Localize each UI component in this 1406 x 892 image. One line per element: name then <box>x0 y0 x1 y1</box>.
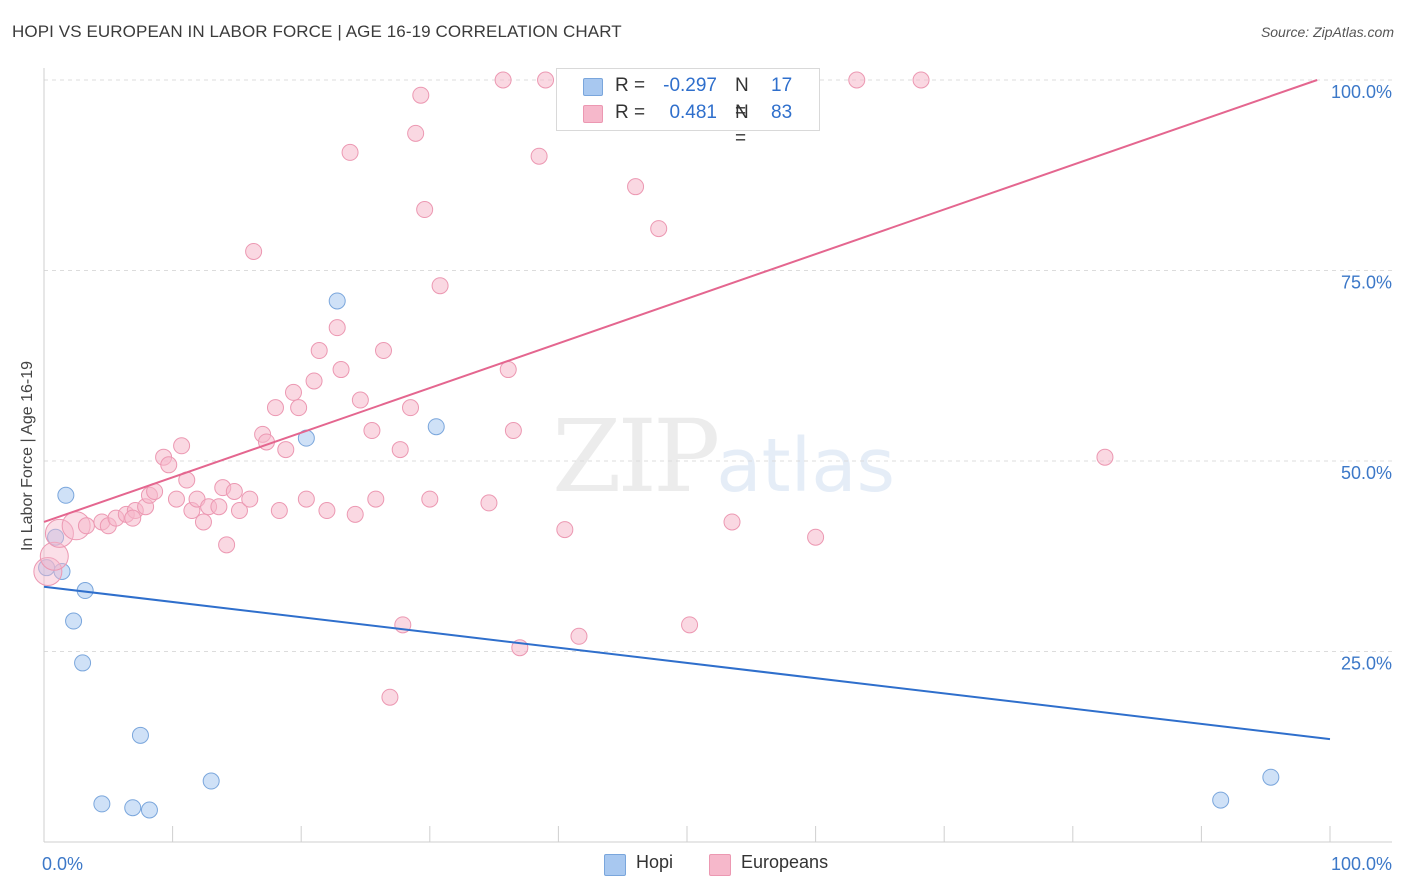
point-europeans <box>290 399 308 417</box>
point-europeans <box>284 383 302 401</box>
chart-title: HOPI VS EUROPEAN IN LABOR FORCE | AGE 16… <box>12 22 622 41</box>
point-europeans <box>848 71 866 89</box>
point-europeans <box>367 490 385 508</box>
point-europeans <box>499 361 517 379</box>
point-europeans <box>33 556 63 586</box>
point-europeans <box>241 490 259 508</box>
point-europeans <box>310 342 328 360</box>
point-europeans <box>912 71 930 89</box>
point-europeans <box>266 399 284 417</box>
point-europeans <box>381 688 399 706</box>
point-europeans <box>363 422 381 440</box>
point-europeans <box>723 513 741 531</box>
point-europeans <box>627 178 645 196</box>
point-europeans <box>194 513 212 531</box>
legend-swatch-europeans <box>709 854 731 876</box>
point-europeans <box>556 521 574 539</box>
point-hopi <box>328 292 346 310</box>
point-europeans <box>480 494 498 512</box>
point-europeans <box>421 490 439 508</box>
x-tick-label: 0.0% <box>42 854 83 874</box>
point-europeans <box>351 391 369 409</box>
point-europeans <box>225 482 243 500</box>
point-hopi <box>93 795 111 813</box>
point-europeans <box>570 627 588 645</box>
y-tick-label: 100.0% <box>1331 82 1392 102</box>
legend-label-hopi: Hopi <box>636 852 674 872</box>
stats-swatch-europeans <box>583 105 603 123</box>
point-hopi <box>1262 768 1280 786</box>
point-europeans <box>245 242 263 260</box>
legend-swatch-hopi <box>604 854 626 876</box>
n-value-hopi: 17 <box>771 75 793 96</box>
point-europeans <box>39 541 69 571</box>
point-europeans <box>328 319 346 337</box>
point-europeans <box>218 536 236 554</box>
point-europeans <box>391 441 409 459</box>
trend-line-europeans <box>43 79 1318 523</box>
point-europeans <box>407 124 425 142</box>
point-europeans <box>173 437 191 455</box>
point-europeans <box>167 490 185 508</box>
point-europeans <box>537 71 555 89</box>
trend-line-hopi <box>43 585 1331 741</box>
point-europeans <box>332 361 350 379</box>
point-europeans <box>650 220 668 238</box>
r-label: R = <box>615 75 646 96</box>
point-europeans <box>318 502 336 520</box>
point-europeans <box>375 342 393 360</box>
stats-box: R = -0.297 N = 17 R = 0.481 N = 83 <box>556 68 820 149</box>
y-tick-label: 25.0% <box>1341 654 1392 674</box>
point-europeans <box>44 518 74 548</box>
point-hopi <box>124 799 142 817</box>
point-europeans <box>230 502 248 520</box>
point-europeans <box>681 616 699 634</box>
point-europeans <box>210 498 228 516</box>
point-europeans <box>807 528 825 546</box>
r-label: R = <box>615 102 646 123</box>
n-label: N = <box>735 102 749 149</box>
point-hopi <box>57 486 75 504</box>
point-hopi <box>47 528 65 546</box>
point-hopi <box>1212 791 1230 809</box>
watermark: ZIPatlas <box>552 398 895 515</box>
point-europeans <box>412 86 430 104</box>
y-tick-label: 75.0% <box>1341 273 1392 293</box>
point-europeans <box>431 277 449 295</box>
point-hopi <box>140 801 158 819</box>
point-europeans <box>530 147 548 165</box>
point-europeans <box>297 490 315 508</box>
point-europeans <box>77 517 95 535</box>
x-tick-label: 100.0% <box>1331 854 1392 874</box>
point-europeans <box>305 372 323 390</box>
point-hopi <box>202 772 220 790</box>
point-europeans <box>504 422 522 440</box>
point-europeans <box>1096 448 1114 466</box>
point-europeans <box>416 201 434 219</box>
n-value-europeans: 83 <box>771 102 793 123</box>
legend-label-europeans: Europeans <box>741 852 829 872</box>
point-europeans <box>402 399 420 417</box>
r-value-hopi: -0.297 <box>663 75 717 96</box>
watermark-zip: ZIP <box>552 398 720 515</box>
stats-swatch-hopi <box>583 78 603 96</box>
y-tick-label: 50.0% <box>1341 463 1392 483</box>
point-europeans <box>346 505 364 523</box>
n-label: N = <box>735 75 749 122</box>
point-europeans <box>341 143 359 161</box>
point-hopi <box>74 654 92 672</box>
point-europeans <box>494 71 512 89</box>
point-europeans <box>277 441 295 459</box>
r-value-europeans: 0.481 <box>669 102 717 123</box>
point-hopi <box>65 612 83 630</box>
watermark-atlas: atlas <box>716 423 896 509</box>
point-europeans <box>124 509 142 527</box>
point-europeans <box>270 502 288 520</box>
point-hopi <box>427 418 445 436</box>
point-europeans <box>160 456 178 474</box>
point-hopi <box>131 726 149 744</box>
source-label: Source: ZipAtlas.com <box>1260 24 1394 40</box>
